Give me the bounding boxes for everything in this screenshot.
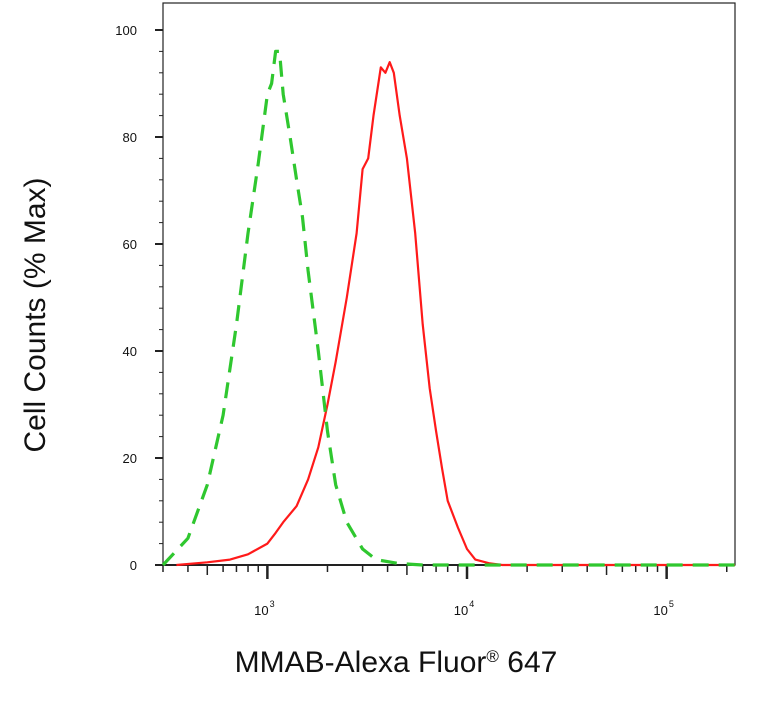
y-tick-label: 20 xyxy=(123,451,137,466)
series-line-green xyxy=(161,49,735,567)
x-axis-title: MMAB-Alexa Fluor® 647 xyxy=(235,646,558,679)
series-layer xyxy=(161,49,735,567)
x-tick-label: 103 xyxy=(254,599,274,618)
x-tick-label: 104 xyxy=(454,599,474,618)
y-tick-label: 40 xyxy=(123,344,137,359)
y-tick-label: 0 xyxy=(130,558,137,573)
x-tick-label: 105 xyxy=(653,599,673,618)
y-tick-label: 80 xyxy=(123,130,137,145)
plot-frame xyxy=(162,2,736,566)
y-tick-label: 100 xyxy=(115,23,137,38)
y-tick-label: 60 xyxy=(123,237,137,252)
y-axis-title: Cell Counts (% Max) xyxy=(19,177,52,452)
labels-layer: 0 20 40 60 80 100 103 104 105 Cell Counts (% Max)… xyxy=(19,23,674,679)
series-line-red xyxy=(176,60,735,567)
